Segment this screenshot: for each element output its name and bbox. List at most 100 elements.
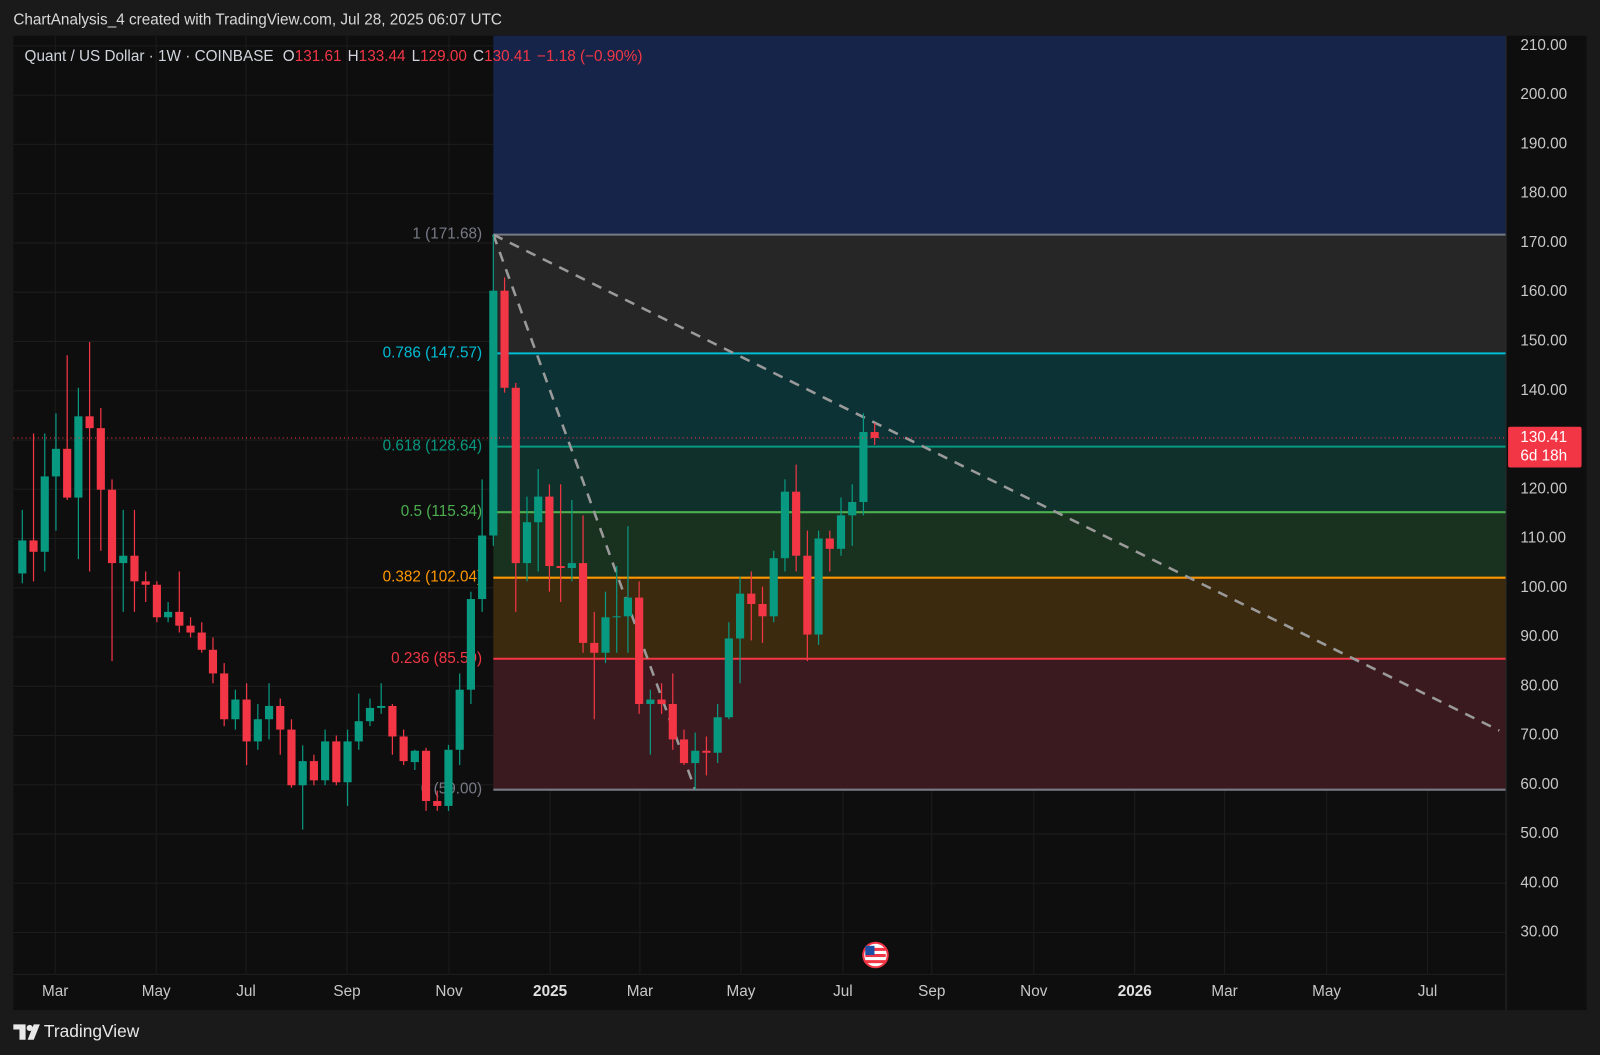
logo-mark <box>13 1024 26 1040</box>
x-tick-label: 2025 <box>533 983 568 1000</box>
y-tick-label: 50.00 <box>1520 825 1558 842</box>
candle-body <box>321 741 330 781</box>
candle-body <box>164 611 173 618</box>
flag-stripe <box>865 947 886 951</box>
candle-body <box>780 491 790 559</box>
ohlc-key: C <box>473 48 484 65</box>
symbol-legend: Quant / US Dollar · 1W · COINBASE O131.61… <box>25 48 643 65</box>
ohlc-value: 133.44 <box>359 48 406 65</box>
y-tick-label: 140.00 <box>1520 382 1567 399</box>
candle-body <box>264 705 274 720</box>
y-tick-label: 170.00 <box>1520 234 1567 251</box>
candle-body <box>814 538 823 635</box>
candle-body <box>668 703 677 740</box>
candle-body <box>186 625 195 633</box>
candle-body <box>792 491 801 556</box>
x-tick-label: Nov <box>1020 983 1048 1000</box>
x-tick-label: Jul <box>833 983 853 1000</box>
x-tick-label: Sep <box>918 983 945 1000</box>
fib-level-label: 0.382 (102.04) <box>383 569 483 586</box>
candle-body <box>354 721 363 742</box>
y-tick-label: 30.00 <box>1520 924 1558 941</box>
candle-body <box>567 563 576 569</box>
event-icon <box>862 941 889 969</box>
candle-body <box>287 729 296 786</box>
candle-body <box>220 673 229 720</box>
y-tick-label: 150.00 <box>1520 332 1567 349</box>
candle-body <box>556 566 565 569</box>
x-tick-label: Jul <box>236 983 256 1000</box>
y-tick-label: 190.00 <box>1520 135 1567 152</box>
candle-body <box>724 638 733 718</box>
candle-body <box>332 741 341 783</box>
candle-body <box>119 555 128 564</box>
trend-line <box>492 234 697 791</box>
candle-body <box>298 761 307 786</box>
candle-body <box>309 761 318 781</box>
fib-level-label: 0.618 (128.64) <box>383 438 483 455</box>
y-tick-label: 70.00 <box>1520 727 1558 744</box>
fib-zone <box>493 577 1507 659</box>
candle-body <box>679 739 689 764</box>
candle-body <box>758 603 767 617</box>
candle-body <box>657 699 666 704</box>
fib-zone <box>493 658 1507 790</box>
ohlc-value: 129.00 <box>420 48 467 65</box>
symbol-name: Quant / US Dollar · 1W · COINBASE <box>25 48 274 65</box>
candle-body <box>107 489 117 564</box>
fib-zone <box>493 512 1507 578</box>
candle-body <box>646 699 655 704</box>
x-tick-label: Mar <box>1211 983 1237 1000</box>
candle-body <box>63 448 72 498</box>
x-tick-label: May <box>142 983 171 1000</box>
y-tick-label: 90.00 <box>1520 628 1558 645</box>
candle-body <box>612 616 621 618</box>
fib-zone <box>493 446 1507 513</box>
x-tick-label: May <box>727 983 756 1000</box>
candle-body <box>231 699 240 720</box>
flag-stripe <box>865 953 886 958</box>
candle-body <box>388 705 397 737</box>
candle-body <box>578 563 588 643</box>
ohlc-key: O <box>283 48 295 65</box>
candle-body <box>74 416 83 498</box>
candle-body <box>478 535 487 600</box>
candle-body <box>40 476 49 552</box>
fib-zone <box>493 35 1507 235</box>
candle-body <box>545 496 554 567</box>
candle-body <box>825 538 834 549</box>
y-tick-label: 100.00 <box>1520 579 1567 596</box>
last-price-badge <box>1508 426 1582 468</box>
candle-body <box>51 448 61 477</box>
candle-body <box>511 387 520 564</box>
countdown-label: 6d 18h <box>1520 447 1567 464</box>
x-tick-label: Sep <box>333 983 360 1000</box>
candle-body <box>130 555 139 582</box>
y-tick-label: 80.00 <box>1520 677 1558 694</box>
candle-body <box>96 428 105 490</box>
brand-name: TradingView <box>44 1021 140 1041</box>
ohlc-key: H <box>348 48 359 65</box>
candle-body <box>848 502 857 516</box>
candle-body <box>276 705 285 730</box>
page-title: ChartAnalysis_4 created with TradingView… <box>13 11 502 28</box>
ohlc-key: L <box>412 48 421 65</box>
y-tick-label: 60.00 <box>1520 776 1558 793</box>
flag-stripe <box>865 960 886 964</box>
fib-zone <box>493 353 1507 447</box>
x-tick-label: Mar <box>627 983 653 1000</box>
candle-body <box>522 522 532 564</box>
ohlc-value: 130.41 <box>484 48 531 65</box>
candle-body <box>141 581 150 585</box>
plot-area: 0 (59.00)0.236 (85.59)0.382 (102.04)0.5 … <box>13 35 1507 975</box>
fib-level-label: 1 (171.68) <box>412 226 482 243</box>
candle-body <box>466 599 475 690</box>
candle-body <box>489 290 498 536</box>
candle-body <box>421 750 431 802</box>
candle-body <box>399 736 408 762</box>
fib-zone <box>493 234 1507 354</box>
candle-body <box>859 432 868 503</box>
candle-body <box>836 515 846 549</box>
